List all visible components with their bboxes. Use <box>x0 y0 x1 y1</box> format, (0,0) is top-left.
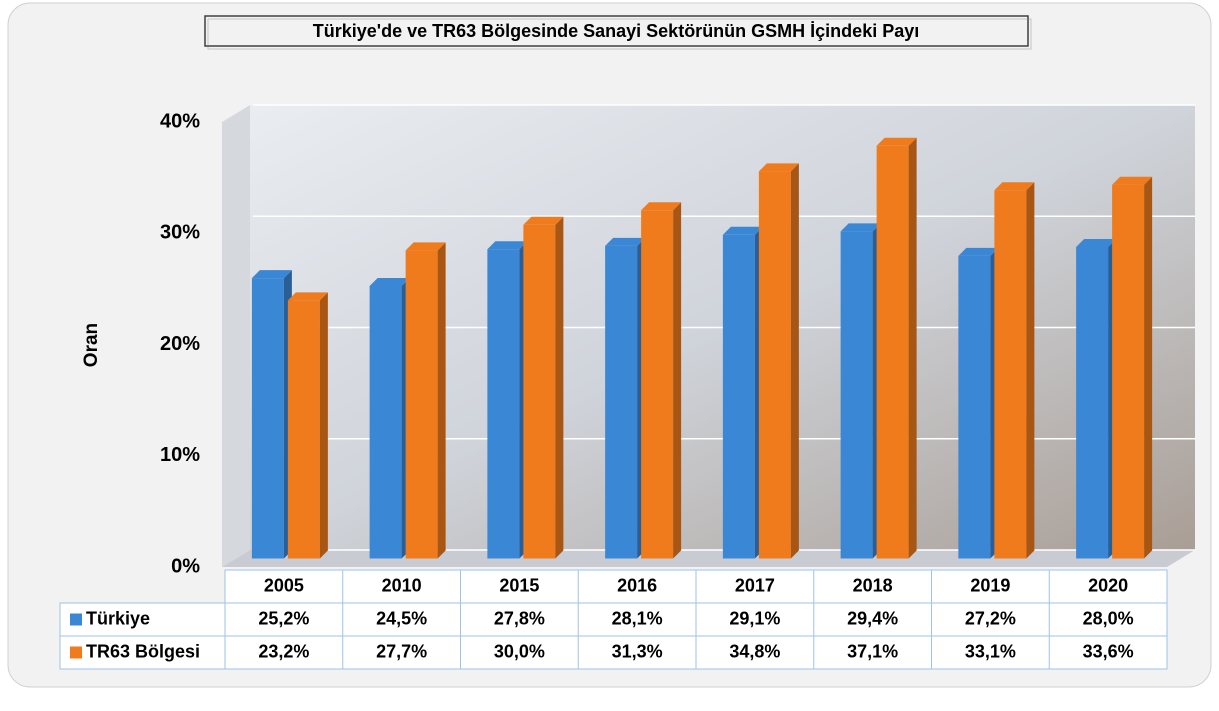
value-label: 33,6% <box>1083 641 1134 661</box>
bar-side <box>909 138 917 559</box>
legend-swatch <box>70 614 82 626</box>
bar <box>723 235 755 559</box>
value-label: 28,0% <box>1083 608 1134 628</box>
bar <box>605 246 637 559</box>
chart: Türkiye'de ve TR63 Bölgesinde Sanayi Sek… <box>0 0 1219 711</box>
x-tick-label: 2019 <box>970 575 1010 595</box>
bar-side <box>791 163 799 558</box>
x-tick-label: 2018 <box>853 575 893 595</box>
bar <box>370 286 402 559</box>
value-label: 27,8% <box>494 608 545 628</box>
x-tick-label: 2005 <box>264 575 304 595</box>
value-label: 27,2% <box>965 608 1016 628</box>
bar <box>252 278 284 558</box>
value-label: 31,3% <box>612 641 663 661</box>
bar <box>759 171 791 558</box>
bar <box>487 249 519 558</box>
x-tick-label: 2016 <box>617 575 657 595</box>
value-label: 30,0% <box>494 641 545 661</box>
bar <box>523 225 555 559</box>
value-label: 24,5% <box>376 608 427 628</box>
bar <box>994 190 1026 558</box>
x-tick-label: 2015 <box>499 575 539 595</box>
value-label: 23,2% <box>258 641 309 661</box>
value-label: 29,4% <box>847 608 898 628</box>
y-tick-label: 30% <box>160 222 200 244</box>
floor <box>222 550 1195 567</box>
value-label: 34,8% <box>729 641 780 661</box>
value-label: 29,1% <box>729 608 780 628</box>
bar-side <box>1144 177 1152 559</box>
bar <box>841 231 873 558</box>
bar <box>641 210 673 558</box>
bar <box>1076 247 1108 559</box>
bar-side <box>320 292 328 558</box>
y-axis-label: Oran <box>81 323 102 367</box>
bar <box>877 146 909 559</box>
bar-side <box>438 242 446 558</box>
legend-label: TR63 Bölgesi <box>86 641 200 661</box>
bar <box>406 250 438 558</box>
bar-side <box>555 217 563 559</box>
value-label: 33,1% <box>965 641 1016 661</box>
x-tick-label: 2020 <box>1088 575 1128 595</box>
y-tick-label: 40% <box>160 110 200 132</box>
y-tick-label: 0% <box>171 555 200 577</box>
bar-side <box>1026 182 1034 558</box>
value-label: 28,1% <box>612 608 663 628</box>
legend-label: Türkiye <box>86 608 150 628</box>
value-label: 25,2% <box>258 608 309 628</box>
value-label: 37,1% <box>847 641 898 661</box>
x-tick-label: 2017 <box>735 575 775 595</box>
legend-swatch <box>70 647 82 659</box>
bar <box>1112 185 1144 559</box>
bar <box>958 256 990 559</box>
chart-title: Türkiye'de ve TR63 Bölgesinde Sanayi Sek… <box>313 21 919 41</box>
y-tick-label: 10% <box>160 444 200 466</box>
x-tick-label: 2010 <box>382 575 422 595</box>
bar-side <box>673 202 681 558</box>
side-wall <box>222 105 250 567</box>
bar <box>288 300 320 558</box>
y-tick-label: 20% <box>160 333 200 355</box>
value-label: 27,7% <box>376 641 427 661</box>
